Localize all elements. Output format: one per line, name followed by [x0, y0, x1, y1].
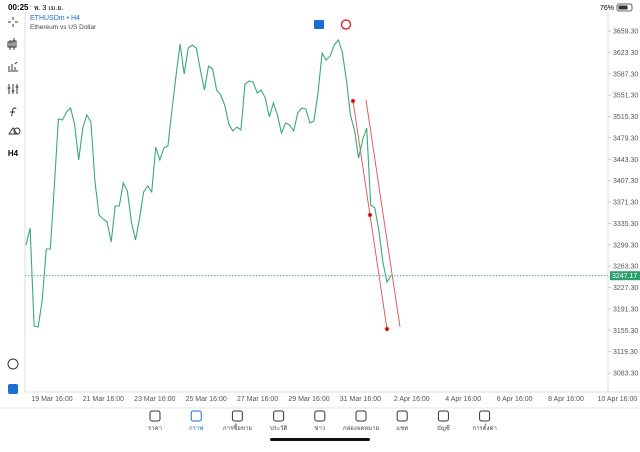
y-tick-label: 3443.30	[613, 157, 638, 164]
y-tick-label: 3227.30	[613, 285, 638, 292]
y-tick-label: 3191.30	[613, 306, 638, 313]
tab[interactable]: กราฟ	[189, 410, 203, 432]
tab-icon	[190, 410, 202, 422]
tab-icon	[273, 410, 285, 422]
tab-icon	[437, 410, 449, 422]
crosshair-tool[interactable]	[8, 17, 18, 27]
x-tick-label: 27 Mar 16:00	[237, 396, 278, 403]
x-tick-label: 19 Mar 16:00	[31, 396, 72, 403]
trade-button[interactable]	[314, 20, 324, 29]
x-tick-label: 25 Mar 16:00	[186, 396, 227, 403]
y-tick-label: 3083.30	[613, 371, 638, 378]
date: พ. 3 เม.ย.	[34, 5, 63, 12]
y-tick-label: 3407.30	[613, 178, 638, 185]
tab[interactable]: ราคา	[148, 410, 162, 432]
anchor	[367, 212, 373, 218]
symbol: ETHUSDm • H4	[30, 15, 80, 22]
trend-lines	[350, 98, 401, 332]
y-tick-label: 3659.30	[613, 29, 638, 36]
y-tick-label: 3263.30	[613, 264, 638, 271]
x-tick-label: 23 Mar 16:00	[134, 396, 175, 403]
last-price-label: 3247.17	[612, 273, 637, 280]
shapes-tool[interactable]	[8, 127, 21, 135]
y-tick-label: 3155.30	[613, 328, 638, 335]
x-tick-label: 29 Mar 16:00	[288, 396, 329, 403]
x-tick-label: 8 Apr 16:00	[548, 396, 584, 403]
tab-icon	[314, 410, 326, 422]
y-tick-label: 3299.30	[613, 242, 638, 249]
battery-icon	[616, 3, 633, 12]
tab[interactable]: บัญชี	[437, 410, 450, 432]
y-tick-label: 3551.30	[613, 93, 638, 100]
x-tick-label: 2 Apr 16:00	[394, 396, 430, 403]
clock: 00:25	[8, 3, 29, 12]
description: Ethereum vs US Dollar	[30, 24, 97, 31]
tab-label: ข่าว	[314, 425, 325, 432]
tab-label: แชท	[396, 425, 408, 432]
tab-label: ประวัติ	[270, 425, 288, 432]
app-icon[interactable]	[8, 384, 18, 394]
y-tick-label: 3515.30	[613, 114, 638, 121]
tab-label: การตั้งค่า	[472, 422, 496, 432]
tab-icon	[149, 410, 161, 422]
tab-icon	[479, 410, 491, 422]
battery-text: 76%	[600, 5, 614, 12]
x-tick-label: 31 Mar 16:00	[340, 396, 381, 403]
last-price-tag	[610, 271, 640, 281]
y-tick-label: 3371.30	[613, 200, 638, 207]
y-tick-label: 3119.30	[613, 349, 638, 356]
tab-icon	[355, 410, 367, 422]
price-line	[25, 38, 392, 328]
anchor	[384, 326, 390, 332]
tab[interactable]: การซื้อขาย	[223, 410, 252, 432]
trend-line	[365, 99, 401, 328]
home-indicator	[270, 438, 370, 441]
tab-icon	[231, 410, 243, 422]
refresh-button[interactable]	[340, 19, 352, 30]
y-tick-label: 3335.30	[613, 221, 638, 228]
function-tool[interactable]	[10, 107, 17, 117]
left-toolbar	[7, 17, 21, 394]
x-tick-label: 6 Apr 16:00	[497, 396, 533, 403]
tab-icon	[396, 410, 408, 422]
timeframe[interactable]: H4	[8, 149, 19, 158]
tab[interactable]: ประวัติ	[270, 410, 288, 432]
tab-label: กราฟ	[189, 425, 203, 432]
battery-level	[618, 5, 628, 10]
tab[interactable]: แชท	[396, 410, 408, 432]
tab-label: ราคา	[148, 425, 162, 432]
x-tick-label: 10 Apr 16:00	[598, 396, 638, 403]
y-tick-label: 3479.30	[613, 135, 638, 142]
tab-label: การซื้อขาย	[223, 422, 252, 432]
y-tick-label: 3587.30	[613, 71, 638, 78]
x-tick-label: 21 Mar 16:00	[83, 396, 124, 403]
x-tick-label: 4 Apr 16:00	[445, 396, 481, 403]
anchor	[350, 98, 356, 104]
tab[interactable]: ข่าว	[314, 410, 326, 432]
y-tick-label: 3623.30	[613, 50, 638, 57]
tab-label: กล่องจดหมาย	[343, 425, 379, 432]
tab-label: บัญชี	[437, 424, 450, 432]
indicators-tool[interactable]	[8, 61, 18, 72]
tab[interactable]: กล่องจดหมาย	[343, 410, 379, 432]
settings-tool[interactable]	[7, 84, 19, 94]
zoom-tool[interactable]	[7, 358, 19, 370]
chart-type-tool[interactable]	[7, 38, 17, 50]
tab[interactable]: การตั้งค่า	[472, 410, 497, 432]
